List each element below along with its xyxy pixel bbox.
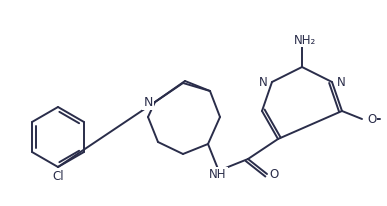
Text: N: N [337,76,345,89]
Text: O: O [269,168,279,181]
Text: NH₂: NH₂ [294,34,316,47]
Text: O: O [367,113,376,126]
Text: N: N [143,96,153,109]
Text: Cl: Cl [52,170,64,183]
Text: N: N [259,76,267,89]
Text: NH: NH [209,168,227,181]
